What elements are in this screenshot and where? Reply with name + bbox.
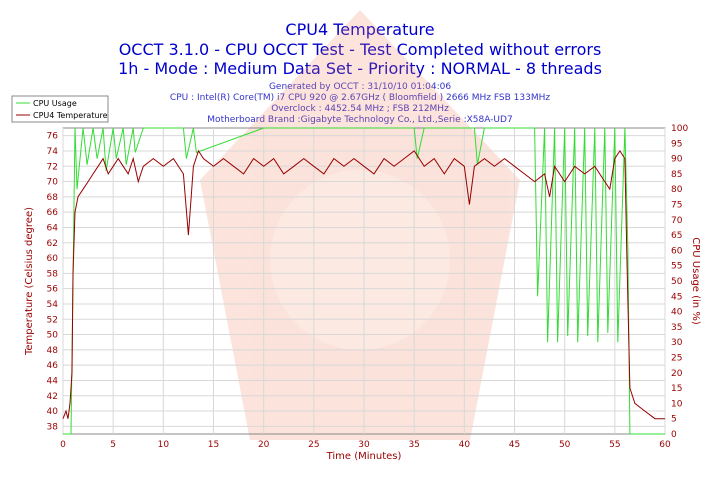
chart-subtitle-2: 1h - Mode : Medium Data Set - Priority :… <box>118 59 602 78</box>
legend-label: CPU4 Temperature <box>33 111 108 120</box>
y-left-tick-label: 66 <box>47 208 59 218</box>
y-left-tick-label: 62 <box>47 239 58 249</box>
legend-box <box>11 95 109 123</box>
x-tick-label: 20 <box>258 440 270 450</box>
y-left-tick-label: 50 <box>47 331 59 341</box>
y-left-tick-label: 54 <box>47 300 59 310</box>
info-motherboard: Motherboard Brand :Gigabyte Technology C… <box>0 115 720 125</box>
x-axis-label: Time (Minutes) <box>326 451 402 462</box>
y-right-tick-label: 5 <box>671 415 677 425</box>
y-right-tick-label: 15 <box>671 384 682 394</box>
y-left-tick-label: 74 <box>47 147 59 157</box>
info-generated: Generated by OCCT : 31/10/10 01:04:06 <box>0 82 720 92</box>
x-tick-label: 35 <box>408 440 419 450</box>
y-right-tick-label: 35 <box>671 323 682 333</box>
y-left-tick-label: 56 <box>47 285 59 295</box>
y-left-tick-label: 58 <box>47 269 59 279</box>
y-left-tick-label: 42 <box>47 392 58 402</box>
y-right-tick-label: 80 <box>671 185 683 195</box>
series-line-cpu4-temperature <box>62 149 665 420</box>
y-right-tick-label: 60 <box>671 246 683 256</box>
x-tick-label: 5 <box>110 440 116 450</box>
y-right-axis-label: CPU Usage (in %) <box>690 237 701 325</box>
y-right-tick-label: 95 <box>671 139 682 149</box>
y-left-tick-label: 44 <box>47 376 59 386</box>
y-left-tick-label: 72 <box>47 162 58 172</box>
y-right-tick-label: 0 <box>671 430 677 440</box>
x-tick-label: 30 <box>358 440 370 450</box>
y-left-tick-label: 46 <box>47 361 59 371</box>
x-tick-label: 60 <box>659 440 671 450</box>
series-line-cpu-usage <box>63 127 665 435</box>
legend: CPU Usage CPU4 Temperature <box>11 95 109 123</box>
info-cpu: CPU : Intel(R) Core(TM) i7 CPU 920 @ 2.6… <box>169 93 551 103</box>
legend-label: CPU Usage <box>33 99 77 108</box>
x-tick-label: 55 <box>609 440 620 450</box>
y-left-tick-label: 52 <box>47 315 58 325</box>
y-right-tick-label: 10 <box>671 399 683 409</box>
y-left-tick-label: 68 <box>47 193 59 203</box>
y-right-tick-label: 65 <box>671 231 682 241</box>
y-right-tick-label: 30 <box>671 338 683 348</box>
chart-subtitle-1: OCCT 3.1.0 - CPU OCCT Test - Test Comple… <box>118 40 602 59</box>
x-tick-label: 10 <box>158 440 170 450</box>
y-left-tick-label: 64 <box>47 223 59 233</box>
y-left-axis-label: Temperature (Celsius degree) <box>24 207 35 356</box>
x-tick-label: 15 <box>208 440 219 450</box>
info-overclock: Overclock : 4452.54 MHz ; FSB 212MHz <box>0 104 720 114</box>
chart-title: CPU4 Temperature <box>0 20 720 39</box>
y-right-tick-label: 70 <box>671 216 683 226</box>
x-tick-label: 0 <box>60 440 66 450</box>
x-tick-label: 40 <box>459 440 471 450</box>
y-right-tick-label: 75 <box>671 201 682 211</box>
y-right-tick-label: 40 <box>671 308 683 318</box>
y-right-tick-label: 25 <box>671 354 682 364</box>
y-right-tick-label: 85 <box>671 170 682 180</box>
y-left-tick-label: 38 <box>47 422 59 432</box>
y-left-tick-label: 76 <box>47 132 59 142</box>
y-right-tick-label: 50 <box>671 277 683 287</box>
x-tick-label: 25 <box>308 440 319 450</box>
y-left-tick-label: 48 <box>47 346 59 356</box>
y-left-tick-label: 70 <box>47 178 59 188</box>
y-left-tick-label: 40 <box>47 407 59 417</box>
watermark-logo <box>200 10 520 440</box>
plot-area: 0 5 10 15 20 25 30 35 40 45 50 55 603840424446485052… <box>11 95 701 462</box>
x-tick-label: 50 <box>559 440 571 450</box>
y-right-tick-label: 90 <box>671 155 683 165</box>
y-right-tick-label: 45 <box>671 292 682 302</box>
x-tick-label: 45 <box>509 440 520 450</box>
y-left-tick-label: 60 <box>47 254 59 264</box>
y-right-tick-label: 55 <box>671 262 682 272</box>
y-right-tick-label: 20 <box>671 369 683 379</box>
y-right-tick-label: 100 <box>671 124 688 134</box>
